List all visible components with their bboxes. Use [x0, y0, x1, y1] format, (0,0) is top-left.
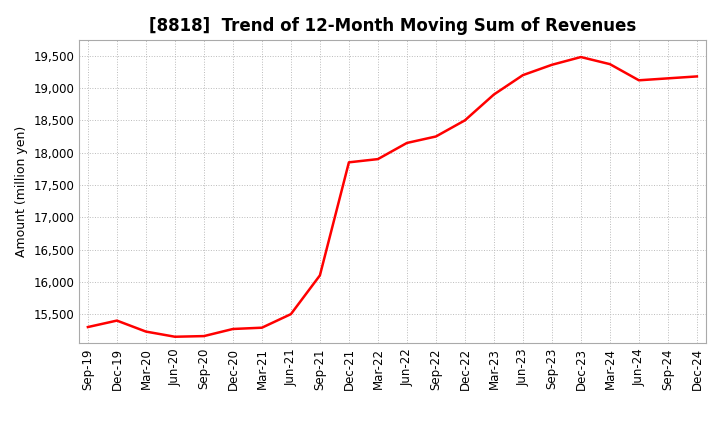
- Title: [8818]  Trend of 12-Month Moving Sum of Revenues: [8818] Trend of 12-Month Moving Sum of R…: [149, 17, 636, 35]
- Y-axis label: Amount (million yen): Amount (million yen): [15, 126, 28, 257]
